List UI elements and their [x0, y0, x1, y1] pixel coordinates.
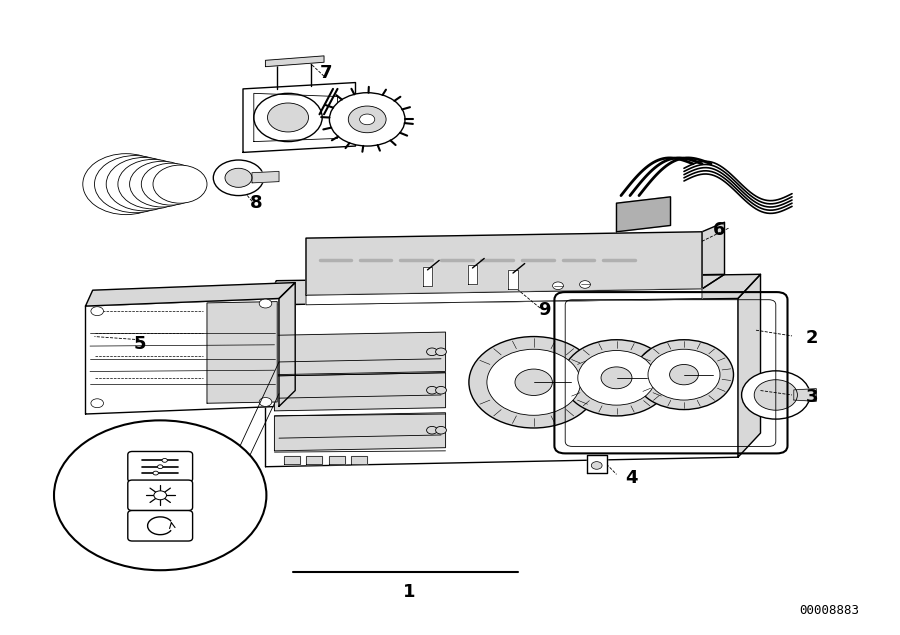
Circle shape — [360, 114, 374, 124]
Polygon shape — [266, 274, 760, 305]
Circle shape — [436, 427, 446, 434]
Polygon shape — [508, 270, 518, 289]
Polygon shape — [274, 413, 446, 451]
Text: 6: 6 — [713, 221, 725, 239]
Text: 5: 5 — [133, 335, 146, 353]
Polygon shape — [328, 456, 345, 464]
FancyBboxPatch shape — [128, 511, 193, 541]
Polygon shape — [274, 332, 446, 375]
Circle shape — [487, 349, 580, 415]
Circle shape — [154, 491, 166, 500]
Circle shape — [153, 165, 207, 203]
Polygon shape — [351, 456, 367, 464]
Text: 8: 8 — [250, 194, 263, 212]
FancyBboxPatch shape — [128, 451, 193, 482]
Circle shape — [742, 371, 810, 419]
Text: 4: 4 — [626, 469, 638, 486]
Circle shape — [91, 399, 104, 408]
Polygon shape — [207, 302, 277, 403]
Text: 3: 3 — [806, 388, 818, 406]
Circle shape — [648, 349, 720, 400]
Circle shape — [553, 282, 563, 290]
Polygon shape — [306, 289, 702, 305]
Polygon shape — [243, 83, 356, 152]
Polygon shape — [266, 298, 738, 467]
Polygon shape — [616, 197, 670, 232]
Circle shape — [94, 156, 176, 213]
Polygon shape — [306, 456, 322, 464]
Circle shape — [601, 367, 632, 389]
Circle shape — [54, 420, 266, 570]
FancyBboxPatch shape — [128, 480, 193, 511]
Polygon shape — [279, 283, 295, 406]
Circle shape — [436, 348, 446, 356]
Circle shape — [83, 154, 169, 215]
Circle shape — [225, 168, 252, 187]
Circle shape — [591, 462, 602, 469]
Circle shape — [254, 93, 322, 142]
Circle shape — [91, 307, 104, 316]
Text: 00008883: 00008883 — [799, 605, 860, 617]
Polygon shape — [254, 93, 338, 142]
Polygon shape — [284, 456, 300, 464]
Polygon shape — [794, 389, 816, 401]
Circle shape — [427, 386, 437, 394]
Circle shape — [162, 458, 167, 462]
Text: 1: 1 — [403, 583, 416, 601]
Circle shape — [348, 106, 386, 133]
Polygon shape — [274, 373, 446, 411]
Circle shape — [436, 386, 446, 394]
Polygon shape — [86, 283, 295, 306]
Polygon shape — [702, 222, 724, 289]
Polygon shape — [86, 298, 279, 414]
Circle shape — [670, 364, 698, 385]
Polygon shape — [423, 267, 432, 286]
Circle shape — [118, 159, 188, 209]
Circle shape — [141, 163, 201, 205]
Polygon shape — [468, 265, 477, 284]
Polygon shape — [252, 171, 279, 183]
Circle shape — [634, 340, 734, 410]
Circle shape — [213, 160, 264, 196]
Circle shape — [259, 398, 272, 406]
Circle shape — [469, 337, 598, 428]
Text: 2: 2 — [806, 329, 818, 347]
Text: 9: 9 — [538, 301, 551, 319]
Polygon shape — [587, 455, 607, 473]
Circle shape — [427, 427, 437, 434]
Circle shape — [562, 340, 670, 416]
Polygon shape — [266, 56, 324, 67]
Circle shape — [578, 351, 655, 405]
Polygon shape — [306, 232, 702, 295]
Circle shape — [158, 465, 163, 469]
Circle shape — [267, 103, 309, 132]
Circle shape — [580, 281, 590, 288]
Circle shape — [427, 348, 437, 356]
Circle shape — [153, 471, 158, 475]
Circle shape — [106, 157, 182, 211]
Polygon shape — [306, 274, 724, 295]
Circle shape — [130, 161, 194, 207]
Circle shape — [515, 369, 553, 396]
Polygon shape — [738, 274, 760, 457]
Circle shape — [329, 93, 405, 146]
Circle shape — [754, 380, 797, 410]
Text: 7: 7 — [320, 64, 332, 82]
Circle shape — [259, 299, 272, 308]
